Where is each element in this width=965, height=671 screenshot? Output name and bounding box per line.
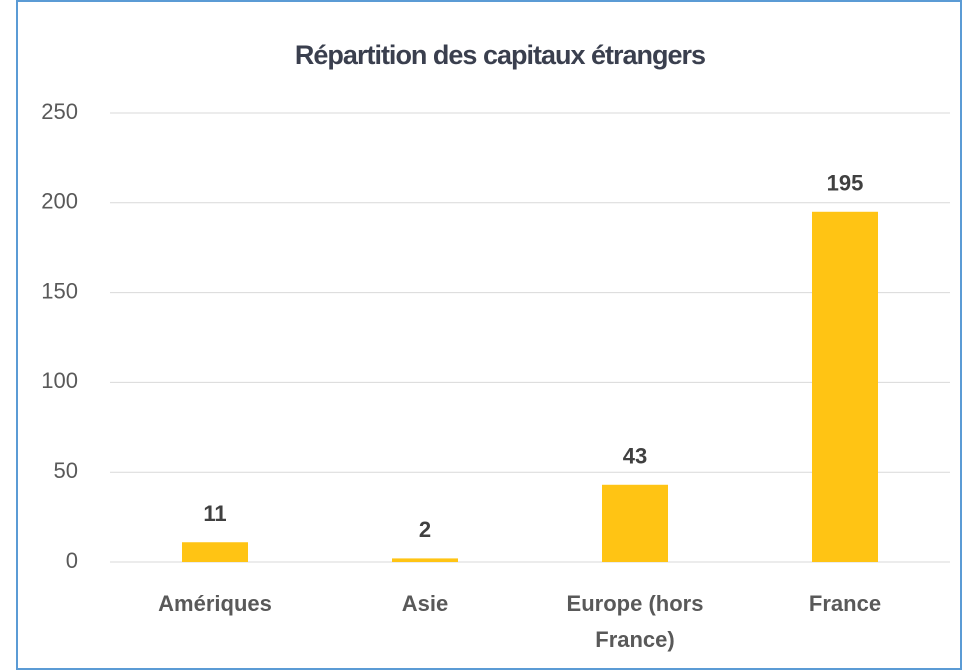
- x-tick-label: Asie: [401, 591, 449, 616]
- y-tick-label: 200: [41, 189, 78, 214]
- y-tick-label: 100: [41, 368, 78, 393]
- x-tick-label: Amériques: [158, 591, 272, 616]
- frame: [16, 0, 962, 670]
- bar: [602, 484, 668, 562]
- y-tick-label: 50: [54, 458, 78, 483]
- bar: [182, 542, 248, 562]
- data-label: 195: [827, 171, 864, 196]
- y-tick-label: 150: [41, 278, 78, 303]
- y-tick-label: 0: [66, 548, 78, 573]
- data-label: 2: [419, 517, 431, 542]
- data-label: 11: [203, 501, 226, 526]
- x-tick-label: France: [808, 591, 882, 616]
- x-tick-label: Europe (hors France): [566, 591, 704, 652]
- bar: [812, 211, 878, 562]
- bar: [392, 558, 458, 562]
- y-tick-label: 250: [41, 99, 78, 124]
- data-label: 43: [623, 444, 647, 469]
- chart-title: Répartition des capitaux étrangers: [295, 40, 705, 70]
